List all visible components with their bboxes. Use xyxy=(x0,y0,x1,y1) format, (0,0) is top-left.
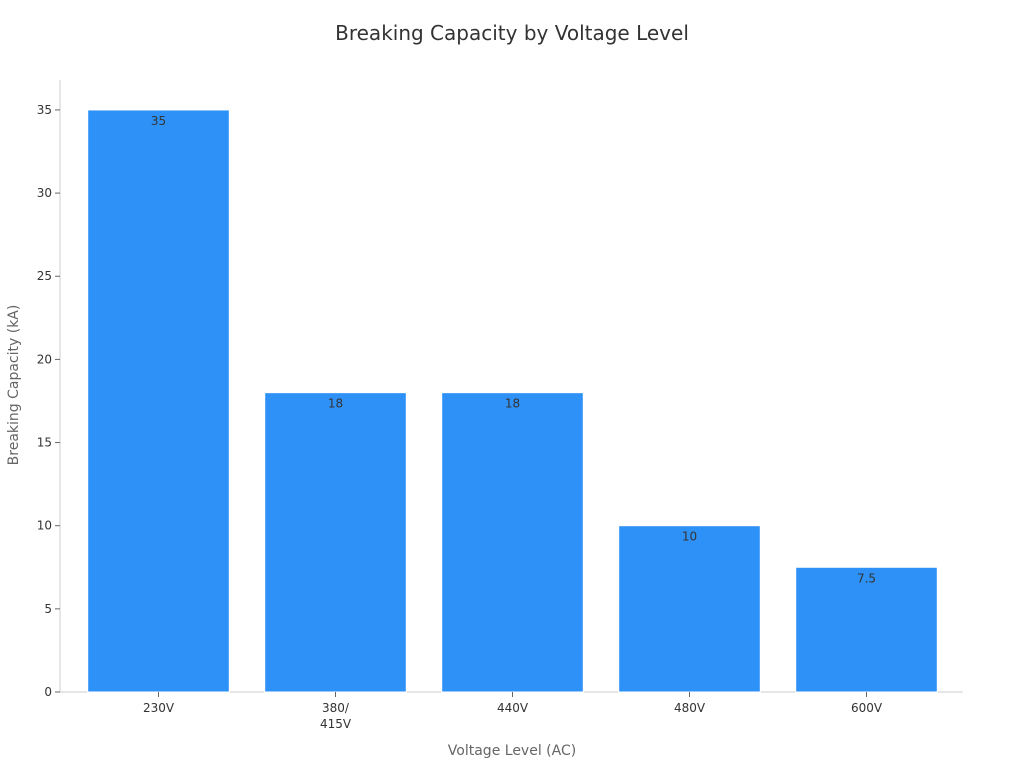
y-axis-title: Breaking Capacity (kA) xyxy=(6,305,22,466)
bar[interactable] xyxy=(795,566,938,693)
bar[interactable] xyxy=(618,525,761,693)
y-tick-label: 20 xyxy=(37,352,52,366)
x-tick-label: 440V xyxy=(497,701,529,715)
bar-value-label: 35 xyxy=(151,114,166,128)
y-tick-label: 5 xyxy=(44,602,52,616)
x-tick-label: 480V xyxy=(674,701,706,715)
bar[interactable] xyxy=(264,392,407,693)
x-axis-title: Voltage Level (AC) xyxy=(448,743,576,759)
bar[interactable] xyxy=(87,109,230,693)
bar-value-label: 18 xyxy=(328,397,343,411)
x-tick-label: 415V xyxy=(320,717,352,731)
bar-value-label: 10 xyxy=(682,530,697,544)
y-tick-label: 10 xyxy=(37,519,52,533)
plot-area: 0 5 10 15 20 25 30 35 35 230V 18 380/415V 18 440V 10 48… xyxy=(37,80,963,731)
bar-value-label: 18 xyxy=(505,397,520,411)
y-tick-label: 0 xyxy=(44,685,52,699)
y-tick-label: 15 xyxy=(37,436,52,450)
chart-title: Breaking Capacity by Voltage Level xyxy=(335,21,689,45)
x-tick-label: 230V xyxy=(143,701,175,715)
y-tick-label: 30 xyxy=(37,186,52,200)
bar[interactable] xyxy=(441,392,584,693)
x-tick-label: 380/ xyxy=(322,701,350,715)
x-tick-label: 600V xyxy=(851,701,883,715)
bar-value-label: 7.5 xyxy=(857,571,876,585)
y-tick-label: 25 xyxy=(37,269,52,283)
y-tick-label: 35 xyxy=(37,103,52,117)
